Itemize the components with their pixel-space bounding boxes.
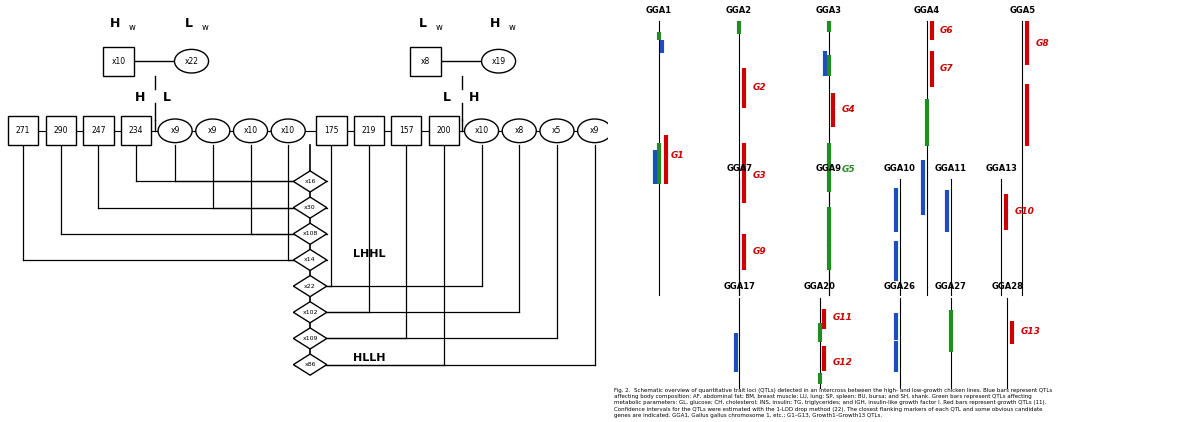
Polygon shape bbox=[294, 171, 326, 192]
Text: x108: x108 bbox=[302, 231, 318, 236]
Text: L: L bbox=[443, 91, 450, 103]
Text: x5: x5 bbox=[553, 126, 561, 135]
Text: G7: G7 bbox=[940, 64, 954, 73]
FancyBboxPatch shape bbox=[46, 116, 76, 145]
Text: x10: x10 bbox=[112, 57, 125, 66]
Text: 234: 234 bbox=[129, 126, 143, 135]
Text: G1: G1 bbox=[671, 151, 684, 160]
Text: w: w bbox=[201, 24, 208, 32]
Circle shape bbox=[502, 119, 536, 143]
Text: GGA3: GGA3 bbox=[815, 6, 842, 15]
FancyBboxPatch shape bbox=[8, 116, 39, 145]
Text: x9: x9 bbox=[171, 126, 179, 135]
Text: L: L bbox=[164, 91, 171, 103]
Polygon shape bbox=[294, 354, 326, 375]
FancyBboxPatch shape bbox=[317, 116, 347, 145]
Circle shape bbox=[578, 119, 612, 143]
Circle shape bbox=[539, 119, 574, 143]
Text: H: H bbox=[111, 16, 120, 30]
Text: G10: G10 bbox=[1015, 207, 1034, 216]
Circle shape bbox=[175, 49, 208, 73]
Text: GGA1: GGA1 bbox=[645, 6, 672, 15]
Text: 219: 219 bbox=[362, 126, 377, 135]
Text: x109: x109 bbox=[302, 336, 318, 341]
Text: GGA7: GGA7 bbox=[726, 164, 752, 173]
Text: x10: x10 bbox=[474, 126, 489, 135]
Text: HLLH: HLLH bbox=[353, 353, 385, 363]
Text: x8: x8 bbox=[514, 126, 524, 135]
Text: x10: x10 bbox=[243, 126, 258, 135]
Text: G4: G4 bbox=[842, 105, 855, 114]
Text: GGA26: GGA26 bbox=[884, 282, 916, 291]
Polygon shape bbox=[294, 197, 326, 218]
Text: w: w bbox=[129, 24, 135, 32]
Text: x22: x22 bbox=[305, 284, 315, 289]
Polygon shape bbox=[294, 328, 326, 349]
Text: x86: x86 bbox=[305, 362, 315, 367]
Text: x22: x22 bbox=[184, 57, 199, 66]
Polygon shape bbox=[294, 276, 326, 297]
Text: x14: x14 bbox=[305, 257, 315, 262]
Text: GGA10: GGA10 bbox=[884, 164, 916, 173]
Text: H: H bbox=[135, 91, 144, 103]
Text: G13: G13 bbox=[1021, 327, 1040, 336]
Text: H: H bbox=[470, 91, 479, 103]
Text: GGA28: GGA28 bbox=[991, 282, 1023, 291]
Text: x30: x30 bbox=[305, 205, 315, 210]
Text: Fig. 2.  Schematic overview of quantitative trait loci (QTLs) detected in an int: Fig. 2. Schematic overview of quantitati… bbox=[614, 388, 1052, 418]
FancyBboxPatch shape bbox=[83, 116, 113, 145]
Text: GGA2: GGA2 bbox=[726, 6, 752, 15]
Circle shape bbox=[271, 119, 306, 143]
Text: x19: x19 bbox=[491, 57, 506, 66]
FancyBboxPatch shape bbox=[429, 116, 459, 145]
Text: G6: G6 bbox=[940, 26, 954, 35]
Text: x9: x9 bbox=[590, 126, 600, 135]
Text: GGA11: GGA11 bbox=[934, 164, 967, 173]
Text: 247: 247 bbox=[92, 126, 106, 135]
Text: G3: G3 bbox=[752, 170, 766, 180]
Circle shape bbox=[482, 49, 515, 73]
Text: GGA5: GGA5 bbox=[1009, 6, 1035, 15]
Text: w: w bbox=[508, 24, 515, 32]
Text: G2: G2 bbox=[752, 83, 766, 92]
Text: GGA27: GGA27 bbox=[934, 282, 967, 291]
Text: 157: 157 bbox=[399, 126, 413, 135]
Text: G5: G5 bbox=[842, 165, 855, 174]
Text: GGA13: GGA13 bbox=[985, 164, 1017, 173]
Text: G11: G11 bbox=[833, 313, 852, 322]
Text: G12: G12 bbox=[833, 357, 852, 367]
FancyBboxPatch shape bbox=[411, 47, 441, 76]
Text: GGA9: GGA9 bbox=[815, 164, 842, 173]
FancyBboxPatch shape bbox=[354, 116, 384, 145]
Text: L: L bbox=[184, 16, 193, 30]
Circle shape bbox=[465, 119, 498, 143]
Text: x102: x102 bbox=[302, 310, 318, 315]
FancyBboxPatch shape bbox=[104, 47, 134, 76]
Text: 175: 175 bbox=[324, 126, 338, 135]
Polygon shape bbox=[294, 249, 326, 271]
Text: GGA20: GGA20 bbox=[803, 282, 836, 291]
FancyBboxPatch shape bbox=[120, 116, 152, 145]
Text: GGA4: GGA4 bbox=[914, 6, 940, 15]
Text: 290: 290 bbox=[53, 126, 69, 135]
Polygon shape bbox=[294, 302, 326, 323]
Circle shape bbox=[196, 119, 230, 143]
Text: G9: G9 bbox=[752, 246, 766, 256]
Text: H: H bbox=[490, 16, 501, 30]
Circle shape bbox=[158, 119, 193, 143]
Text: 200: 200 bbox=[437, 126, 452, 135]
Text: G8: G8 bbox=[1035, 38, 1049, 48]
Circle shape bbox=[234, 119, 267, 143]
Text: x16: x16 bbox=[305, 179, 315, 184]
Polygon shape bbox=[294, 223, 326, 244]
Text: x9: x9 bbox=[208, 126, 218, 135]
Text: x10: x10 bbox=[282, 126, 295, 135]
Text: GGA17: GGA17 bbox=[724, 282, 755, 291]
Text: LHHL: LHHL bbox=[353, 249, 385, 259]
Text: 271: 271 bbox=[16, 126, 30, 135]
Text: x8: x8 bbox=[421, 57, 430, 66]
Text: L: L bbox=[419, 16, 426, 30]
Text: w: w bbox=[436, 24, 442, 32]
FancyBboxPatch shape bbox=[391, 116, 421, 145]
